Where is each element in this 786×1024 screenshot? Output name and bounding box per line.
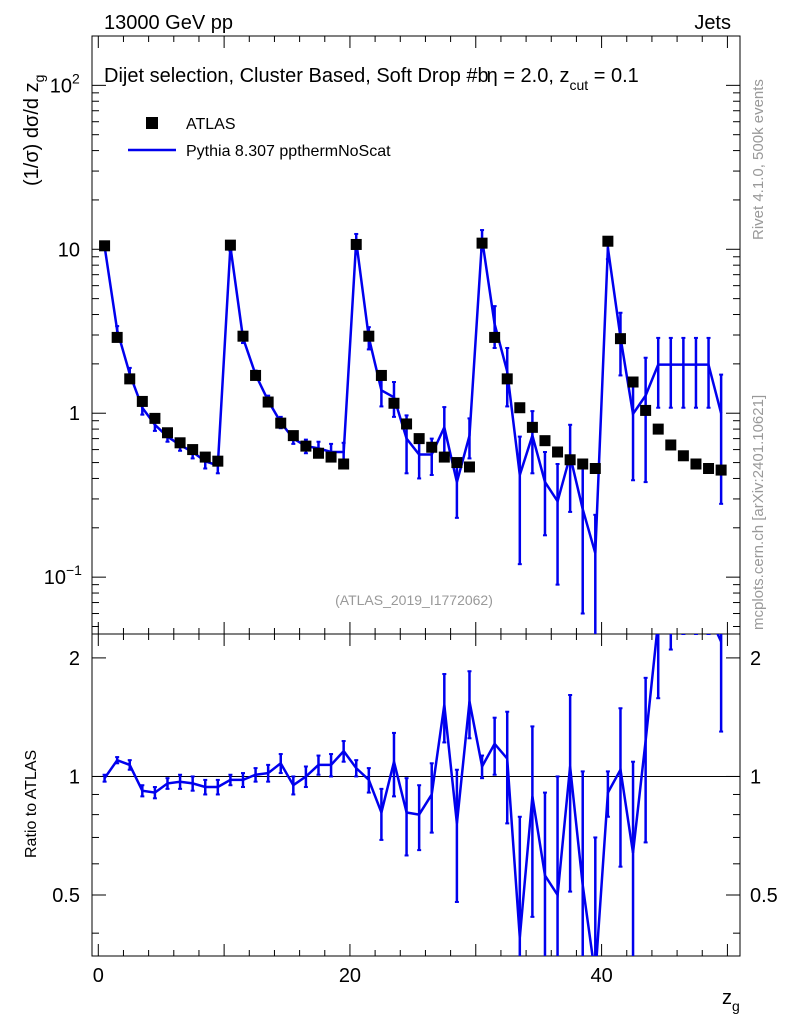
atlas-data-point: [149, 412, 161, 424]
y-tick-label-ratio: 2: [69, 648, 80, 670]
atlas-data-point: [501, 373, 513, 385]
atlas-data-point: [212, 455, 224, 467]
x-tick-label: 20: [339, 965, 361, 987]
atlas-data-point: [652, 423, 664, 435]
atlas-data-point: [489, 331, 501, 343]
atlas-data-point: [438, 451, 450, 463]
atlas-data-point: [665, 439, 677, 451]
x-tick-label: 0: [93, 965, 104, 987]
header-process-label: Jets: [694, 12, 731, 34]
atlas-data-point: [526, 421, 538, 433]
y-tick-label-ratio-right: 0.5: [750, 885, 778, 907]
atlas-data-point: [111, 331, 123, 343]
atlas-data-point: [350, 238, 362, 250]
atlas-data-point: [627, 376, 639, 388]
y-tick-label-main: 10: [44, 567, 66, 589]
ratio-series: [102, 634, 724, 956]
y-tick-label-ratio-right: 2: [750, 648, 761, 670]
atlas-data-point: [250, 369, 262, 381]
atlas-data-point: [514, 402, 526, 414]
ratio-panel-frame: [91, 633, 741, 957]
atlas-data-point: [187, 444, 199, 456]
atlas-data-point: [275, 417, 287, 429]
atlas-data-point: [99, 240, 111, 252]
atlas-data-point: [363, 330, 375, 342]
atlas-data-point: [677, 450, 689, 462]
y-axis-title-main: (1/σ) dσ/d zg: [21, 75, 47, 186]
atlas-data-point: [451, 457, 463, 469]
atlas-data-point: [614, 333, 626, 345]
atlas-data-point: [124, 373, 136, 385]
atlas-data-point: [552, 446, 564, 458]
atlas-data-point: [312, 447, 324, 459]
analysis-id-label: (ATLAS_2019_I1772062): [335, 592, 493, 608]
atlas-data-point: [199, 451, 211, 463]
atlas-data-point: [325, 451, 337, 463]
plot-title: Dijet selection, Cluster Based, Soft Dro…: [104, 65, 639, 93]
atlas-data-point: [426, 441, 438, 453]
atlas-data-point: [564, 454, 576, 466]
y-tick-label-main: 10: [50, 75, 72, 97]
rivet-version-label: Rivet 4.1.0, 500k events: [750, 79, 767, 240]
y-axis-title-ratio: Ratio to ATLAS: [23, 750, 40, 858]
atlas-data-point: [338, 458, 350, 470]
atlas-data-point: [539, 435, 551, 447]
mcplots-label: mcplots.cern.ch [arXiv:2401.10621]: [750, 395, 767, 630]
y-tick-label-main: 1: [69, 403, 80, 425]
atlas-data-point: [388, 397, 400, 409]
atlas-data-point: [589, 463, 601, 475]
atlas-data-point: [476, 237, 488, 249]
atlas-data-point: [640, 404, 652, 416]
y-tick-exponent-main: 2: [72, 70, 80, 86]
atlas-data-point: [174, 437, 186, 449]
atlas-data-point: [161, 427, 173, 439]
y-tick-label-ratio: 0.5: [52, 885, 80, 907]
x-axis-title: zg: [722, 987, 740, 1014]
atlas-data-point: [413, 433, 425, 445]
atlas-data-point: [463, 461, 475, 473]
legend-pythia-label: Pythia 8.307 ppthermNoScat: [186, 143, 391, 160]
y-tick-label-ratio-right: 1: [750, 766, 761, 788]
y-tick-label-main: 10: [58, 239, 80, 261]
legend: ATLAS Pythia 8.307 ppthermNoScat: [128, 116, 391, 160]
y-tick-label-ratio: 1: [69, 766, 80, 788]
x-tick-label: 40: [590, 965, 612, 987]
atlas-data-point: [224, 239, 236, 251]
atlas-data-point: [703, 463, 715, 475]
atlas-data-point: [602, 235, 614, 247]
atlas-data-point: [287, 430, 299, 442]
atlas-data-point: [300, 440, 312, 452]
legend-atlas-label: ATLAS: [186, 116, 236, 133]
legend-atlas-marker: [146, 117, 158, 129]
atlas-data-point: [375, 369, 387, 381]
atlas-data-point: [136, 395, 148, 407]
atlas-data-point: [577, 458, 589, 470]
atlas-data-point: [690, 458, 702, 470]
atlas-data-point: [401, 418, 413, 430]
atlas-data-point: [262, 396, 274, 408]
atlas-data-point: [237, 330, 249, 342]
y-tick-exponent-main: −1: [66, 562, 82, 578]
atlas-data-point: [715, 464, 727, 476]
pythia-ratio-line: [103, 634, 723, 956]
header-collision-label: 13000 GeV pp: [104, 12, 233, 34]
atlas-main-series: [99, 235, 727, 476]
